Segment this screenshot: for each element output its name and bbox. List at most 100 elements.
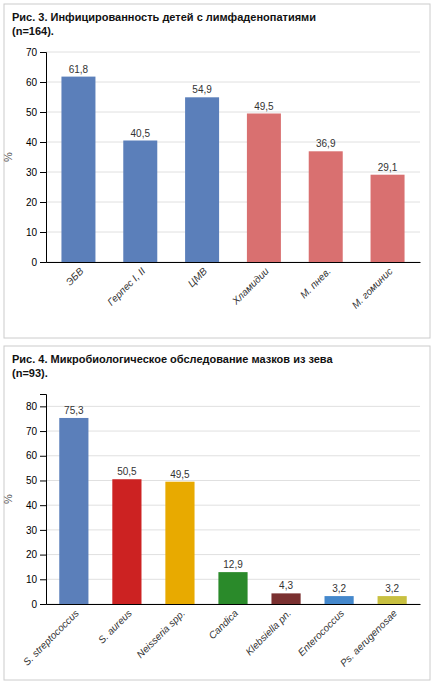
data-labels: 75,350,549,512,94,33,23,2 xyxy=(64,405,399,594)
y-tick-mark xyxy=(40,406,46,407)
y-tick: 20 xyxy=(26,197,46,208)
y-tick: 50 xyxy=(26,107,46,118)
y-tick-label: 70 xyxy=(26,426,38,437)
x-tick: М. гоминис xyxy=(350,266,395,311)
y-axis-line xyxy=(40,53,47,263)
data-labels: 61,840,554,949,536,929,1 xyxy=(69,64,398,173)
grid-line xyxy=(46,529,420,530)
panel: Рис. 3. Инфицированность детей с лимфаде… xyxy=(2,4,430,338)
data-label: 75,3 xyxy=(64,405,84,416)
y-tick-mark xyxy=(40,112,46,113)
x-tick-label: S. aureus xyxy=(96,608,134,646)
y-tick-label: 30 xyxy=(26,525,38,536)
bar xyxy=(112,479,141,604)
x-tick: Neisseria spp. xyxy=(134,608,187,661)
x-tick-label: Герпес I, II xyxy=(105,265,147,307)
y-tick-mark xyxy=(40,232,46,233)
data-label: 50,5 xyxy=(117,466,137,477)
x-axis-line xyxy=(47,262,421,263)
grid-line xyxy=(46,172,420,173)
y-tick-mark xyxy=(40,172,46,173)
grid-line xyxy=(46,52,420,53)
panel-border xyxy=(4,346,430,680)
y-tick: 50 xyxy=(26,475,46,486)
x-tick: М. пнев. xyxy=(298,266,333,301)
y-tick: 30 xyxy=(26,525,46,536)
x-tick-label: ЭБВ xyxy=(64,265,86,287)
y-tick-mark xyxy=(40,262,46,263)
y-tick-mark xyxy=(40,555,46,556)
y-tick: 0 xyxy=(31,257,46,268)
grid-line xyxy=(46,142,420,143)
y-tick-label: 10 xyxy=(26,574,38,585)
grid xyxy=(46,52,420,262)
y-tick: 70 xyxy=(26,426,46,437)
y-tick-label: 70 xyxy=(26,47,38,58)
x-tick-label: Enterococcus xyxy=(296,608,347,659)
y-tick-mark xyxy=(40,431,46,432)
x-tick-label: Хламидии xyxy=(229,265,271,307)
y-tick: 70 xyxy=(26,47,46,58)
y-tick: 20 xyxy=(26,549,46,560)
y-axis-title: % xyxy=(2,152,14,162)
data-label: 29,1 xyxy=(378,162,398,173)
y-tick-label: 60 xyxy=(26,77,38,88)
y-tick-label: 50 xyxy=(26,475,38,486)
bar xyxy=(61,77,95,262)
grid-line xyxy=(46,505,420,506)
grid-line xyxy=(46,431,420,432)
grid-line xyxy=(46,262,420,263)
bar xyxy=(185,97,219,262)
data-label: 36,9 xyxy=(316,138,336,149)
y-axis: 0 10 20 30 40 50 60 70 xyxy=(26,47,47,268)
bar xyxy=(123,141,157,263)
y-tick-label: 20 xyxy=(26,549,38,560)
y-tick: 40 xyxy=(26,137,46,148)
x-tick-label: М. пнев. xyxy=(298,266,333,301)
x-tick-label: М. гоминис xyxy=(350,266,395,311)
y-tick: 40 xyxy=(26,500,46,511)
y-tick-label: 40 xyxy=(26,500,38,511)
grid-line xyxy=(46,112,420,113)
title: Рис. 4. Микробиологическое обследование … xyxy=(12,353,333,365)
y-axis-title: % xyxy=(2,494,14,504)
x-tick: Candica xyxy=(206,607,240,641)
bar xyxy=(378,596,407,604)
x-axis: S. streptococcus S. aureusNeisseria spp. C… xyxy=(21,605,421,669)
y-tick-mark xyxy=(40,505,46,506)
grid-line xyxy=(46,455,420,456)
y-tick-mark xyxy=(40,530,46,531)
x-tick: ЦМВ xyxy=(186,265,210,289)
x-tick: ЭБВ xyxy=(64,265,86,287)
y-tick-mark xyxy=(40,82,46,83)
y-tick-mark xyxy=(40,480,46,481)
x-tick: Enterococcus xyxy=(296,608,347,659)
y-tick: 60 xyxy=(26,77,46,88)
y-tick-label: 80 xyxy=(26,401,38,412)
x-tick-label: Klebsiella pn. xyxy=(243,608,293,658)
y-tick-mark xyxy=(40,456,46,457)
grid-line xyxy=(46,232,420,233)
y-tick-mark xyxy=(40,142,46,143)
x-tick: Хламидии xyxy=(229,265,271,307)
bar xyxy=(325,596,354,604)
bar xyxy=(271,593,300,604)
bar xyxy=(309,151,343,262)
data-label: 49,5 xyxy=(170,469,190,480)
grid-line xyxy=(46,82,420,83)
data-label: 49,5 xyxy=(254,101,274,112)
y-tick-label: 30 xyxy=(26,167,38,178)
x-tick-label: Neisseria spp. xyxy=(134,608,187,661)
y-axis: 01020304050607080 xyxy=(26,395,47,610)
y-tick: 0 xyxy=(31,599,46,610)
subtitle: (n=164). xyxy=(12,25,54,37)
title: Рис. 3. Инфицированность детей с лимфаде… xyxy=(12,11,316,23)
y-tick-label: 10 xyxy=(26,227,38,238)
grid-line xyxy=(46,406,420,407)
x-tick-label: S. streptococcus xyxy=(21,608,81,668)
grid xyxy=(46,406,420,604)
bar xyxy=(371,175,405,262)
y-tick: 80 xyxy=(26,401,46,412)
bars xyxy=(61,77,404,262)
x-axis-line xyxy=(47,604,421,605)
